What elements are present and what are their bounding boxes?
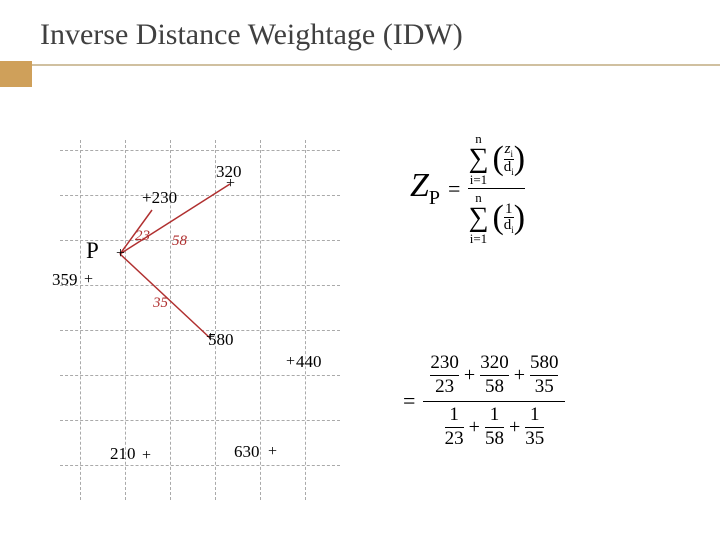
data-point-label: 580 (208, 330, 234, 350)
distance-label: 58 (172, 233, 187, 250)
idw-diagram: P++32058++23023+359+58035+440+210+630 (60, 140, 360, 500)
value-fraction: 58035 (530, 353, 559, 398)
plus-operator: + (509, 416, 520, 439)
plus-operator: + (464, 364, 475, 387)
numeric-expansion: = 23023+32058+58035 123+158+135 (395, 350, 565, 453)
data-point-label: 440 (296, 352, 322, 372)
data-point-label: 320 (216, 162, 242, 182)
data-point-marker: + (268, 444, 277, 460)
page-title: Inverse Distance Weightage (IDW) (40, 18, 463, 51)
sigma-bot: n ∑ i=1 (468, 191, 488, 245)
numeric-denominator: 123 +158 +135 (438, 402, 552, 453)
distance-lines (60, 140, 360, 500)
accent-block (0, 61, 32, 87)
paren-open: ( (492, 142, 503, 176)
plus-operator: + (469, 416, 480, 439)
data-point-label: 630 (234, 442, 260, 462)
numeric-fraction: 23023+32058+58035 123+158+135 (423, 350, 565, 453)
value-fraction: 158 (485, 405, 504, 450)
numeric-numerator: 23023+32058+58035 (423, 350, 565, 401)
point-p-marker: + (116, 246, 125, 262)
data-point-label: +230 (142, 188, 177, 208)
value-fraction: 135 (525, 405, 544, 450)
data-point-label: 359 (52, 270, 78, 290)
main-fraction: n ∑ i=1 ( zi di ) n ∑ i=1 ( (468, 130, 525, 247)
value-fraction: 32058 (480, 353, 509, 398)
idw-formula: ZP = n ∑ i=1 ( zi di ) n (410, 130, 700, 247)
paren-close: ) (514, 142, 525, 176)
zi-over-di: zi di (504, 142, 514, 177)
point-p-label: P (86, 238, 99, 264)
data-point-marker: + (286, 354, 295, 370)
distance-label: 23 (135, 228, 150, 245)
data-point-label: 210 (110, 444, 136, 464)
distance-label: 35 (153, 295, 168, 312)
equals-sign: = (448, 176, 460, 202)
title-bar: Inverse Distance Weightage (IDW) (0, 18, 720, 66)
sigma-top: n ∑ i=1 (468, 132, 488, 186)
one-over-di: 1 di (504, 202, 514, 235)
plus-operator: + (514, 364, 525, 387)
value-fraction: 23023 (430, 353, 459, 398)
z-p: ZP (410, 167, 440, 210)
equals-sign-2: = (403, 388, 415, 414)
data-point-marker: + (84, 272, 93, 288)
data-point-marker: + (142, 448, 151, 464)
value-fraction: 123 (445, 405, 464, 450)
